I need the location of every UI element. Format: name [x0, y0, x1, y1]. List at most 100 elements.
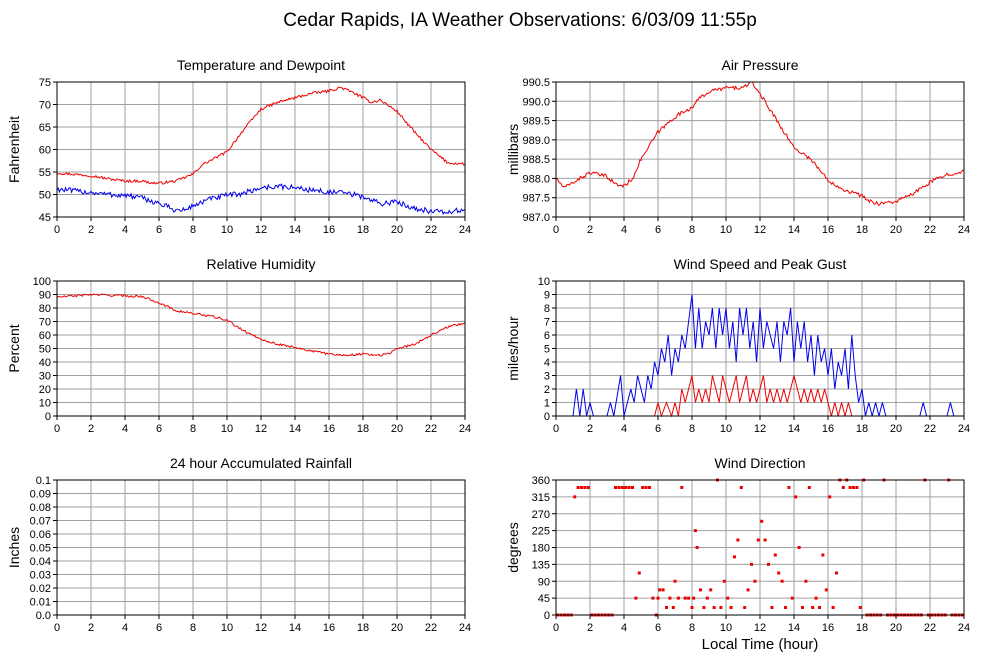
data-point: [726, 596, 730, 600]
x-tick-label: 6: [655, 224, 661, 236]
data-point: [855, 486, 859, 489]
x-tick-label: 12: [754, 622, 766, 634]
data-point: [835, 571, 838, 575]
data-point: [719, 606, 723, 609]
series-red-line: [556, 375, 964, 418]
x-tick-label: 20: [890, 224, 902, 236]
data-point: [692, 596, 696, 600]
data-point: [641, 486, 645, 489]
data-point: [773, 553, 777, 557]
x-tick-label: 12: [255, 224, 267, 236]
plot-frame: [555, 280, 965, 417]
y-tick-label: 988.0: [522, 173, 550, 185]
x-tick-label: 24: [459, 423, 471, 435]
data-point: [671, 606, 675, 609]
y-tick-label: 7: [544, 317, 550, 329]
data-point: [634, 596, 638, 600]
y-tick-label: 989.5: [522, 116, 550, 128]
y-axis-label: degrees: [505, 522, 521, 573]
y-tick-label: 180: [532, 543, 550, 555]
page-title: Cedar Rapids, IA Weather Observations: 6…: [283, 10, 757, 31]
x-tick-label: 8: [689, 224, 695, 236]
x-tick-label: 10: [720, 622, 732, 634]
data-point: [702, 606, 706, 609]
data-point: [709, 588, 713, 592]
y-tick-label: 75: [39, 77, 51, 89]
data-point: [693, 529, 697, 533]
data-point: [736, 538, 740, 542]
x-tick-label: 8: [190, 423, 196, 435]
data-point: [801, 606, 804, 609]
x-tick-label: 8: [190, 224, 196, 236]
y-tick-label: 10: [39, 398, 51, 410]
y-tick-label: 70: [39, 100, 51, 112]
y-tick-label: 70: [39, 317, 51, 329]
y-tick-label: 4: [544, 357, 550, 369]
data-point: [746, 588, 750, 592]
x-tick-label: 18: [357, 224, 369, 236]
plot-frame: [555, 81, 965, 218]
x-tick-label: 6: [156, 423, 162, 435]
x-tick-label: 2: [587, 224, 593, 236]
y-tick-label: 10: [538, 276, 550, 288]
x-tick-label: 0: [553, 423, 559, 435]
y-tick-label: 988.5: [522, 154, 550, 166]
x-tick-label: 24: [459, 622, 471, 634]
y-tick-label: 0.09: [30, 489, 51, 501]
x-tick-label: 12: [754, 423, 766, 435]
plot-frame: [56, 479, 466, 616]
y-axis-label: Inches: [6, 527, 22, 568]
data-point: [739, 486, 743, 489]
x-tick-label: 20: [391, 622, 403, 634]
data-point: [656, 596, 660, 600]
y-tick-label: 990.5: [522, 77, 550, 89]
y-tick-label: 315: [532, 492, 550, 504]
x-axis-label: Local Time (hour): [702, 636, 819, 653]
data-point: [828, 495, 832, 499]
y-tick-label: 2: [544, 384, 550, 396]
data-point: [676, 596, 680, 600]
x-tick-label: 10: [221, 622, 233, 634]
x-tick-label: 10: [720, 224, 732, 236]
data-point: [770, 606, 774, 609]
x-tick-label: 16: [323, 224, 335, 236]
y-tick-label: 135: [532, 559, 550, 571]
data-point: [712, 606, 716, 609]
y-tick-label: 0.0: [36, 610, 51, 622]
y-tick-label: 0.1: [36, 475, 51, 487]
x-tick-label: 20: [391, 423, 403, 435]
data-point: [651, 596, 655, 600]
x-tick-label: 14: [788, 224, 800, 236]
data-point: [680, 486, 684, 489]
x-tick-label: 18: [357, 622, 369, 634]
data-point: [637, 571, 641, 575]
y-tick-label: 65: [39, 122, 51, 134]
x-tick-label: 6: [655, 423, 661, 435]
data-point: [852, 486, 855, 489]
data-point: [818, 606, 821, 609]
data-point: [814, 596, 818, 600]
y-tick-label: 0.04: [30, 556, 51, 568]
data-point: [753, 579, 757, 583]
x-tick-label: 14: [788, 423, 800, 435]
y-tick-label: 0.08: [30, 502, 51, 514]
y-tick-label: 0.03: [30, 570, 51, 582]
x-tick-label: 0: [553, 622, 559, 634]
y-axis-label: Fahrenheit: [6, 116, 22, 183]
data-point: [804, 579, 808, 583]
x-tick-label: 4: [621, 622, 627, 634]
x-tick-label: 16: [323, 622, 335, 634]
data-point: [668, 596, 672, 600]
data-point: [573, 495, 577, 499]
data-point: [743, 606, 747, 609]
x-tick-label: 14: [289, 622, 301, 634]
y-axis-label: miles/hour: [505, 316, 521, 381]
data-point: [858, 606, 862, 609]
data-point: [648, 486, 651, 489]
x-tick-label: 22: [425, 622, 437, 634]
chart-direction: Wind Direction degrees Local Time (hour) 0 2…: [505, 455, 970, 653]
y-tick-label: 9: [544, 290, 550, 302]
